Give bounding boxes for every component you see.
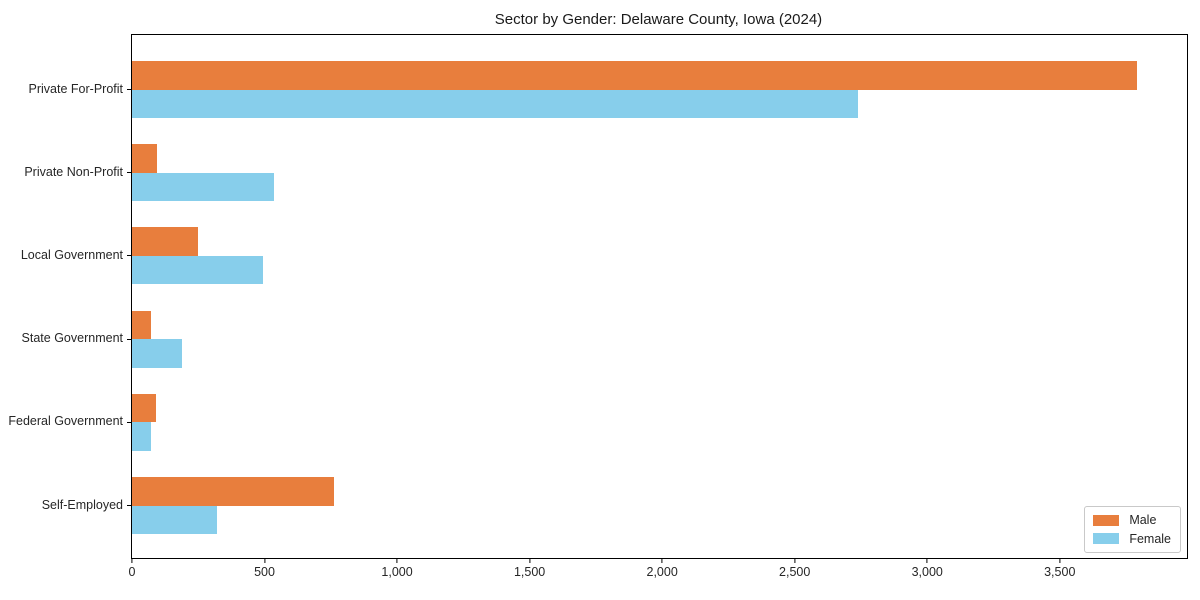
bar-male-0 [132,61,1137,90]
x-tick-5 [794,558,796,563]
x-tick-label-0: 0 [128,565,136,579]
y-tick-1 [127,172,132,174]
y-label-0: Private For-Profit [28,81,123,96]
y-tick-5 [127,504,132,507]
legend-label-female: Female [1129,531,1171,546]
legend-label-male: Male [1129,513,1157,527]
y-label-3: State Government [21,331,123,346]
x-tick-label-6: 3,000 [911,565,943,579]
legend-item-male: Male [1093,514,1171,527]
x-tick-label-1: 500 [254,565,275,579]
y-label-4: Federal Government [8,414,123,429]
y-tick-0 [127,88,132,91]
x-tick-7 [1059,558,1061,563]
bar-female-0 [132,89,859,118]
y-label-1: Private Non-Profit [24,164,123,179]
y-tick-3 [127,338,132,340]
x-tick-label-5: 2,500 [779,565,811,579]
x-tick-0 [131,558,133,563]
x-tick-1 [263,558,266,563]
bar-female-3 [132,339,183,368]
bar-female-5 [132,505,217,534]
y-tick-2 [127,255,132,257]
chart-title: Sector by Gender: Delaware County, Iowa … [494,11,823,28]
legend: Male Female [1084,506,1181,553]
x-tick-4 [661,558,663,563]
male-color-swatch [1093,514,1120,526]
bar-male-1 [132,144,157,173]
x-tick-label-3: 1,500 [513,565,546,579]
y-label-2: Local Government [20,247,123,262]
y-axis-labels: Private For-Profit Private Non-Profit Loca… [0,34,123,557]
bar-male-2 [132,227,199,256]
bar-female-4 [132,422,151,451]
bar-male-5 [132,477,334,506]
x-tick-2 [396,558,398,563]
x-tick-3 [529,558,531,563]
bar-female-2 [132,255,263,285]
bar-male-4 [132,393,156,423]
plot-area: Male Female 0 500 1,000 1,500 2,000 2,500 3,00… [127,34,1188,579]
legend-item-female: Female [1093,531,1171,546]
bar-male-3 [132,310,151,340]
y-tick-4 [127,421,132,423]
x-tick-label-4: 2,000 [646,565,678,579]
bar-female-1 [132,172,274,202]
x-tick-6 [926,558,928,563]
female-color-swatch [1093,533,1120,545]
x-tick-label-2: 1,000 [381,565,413,579]
y-label-5: Self-Employed [41,497,123,512]
x-tick-label-7: 3,500 [1044,565,1076,579]
